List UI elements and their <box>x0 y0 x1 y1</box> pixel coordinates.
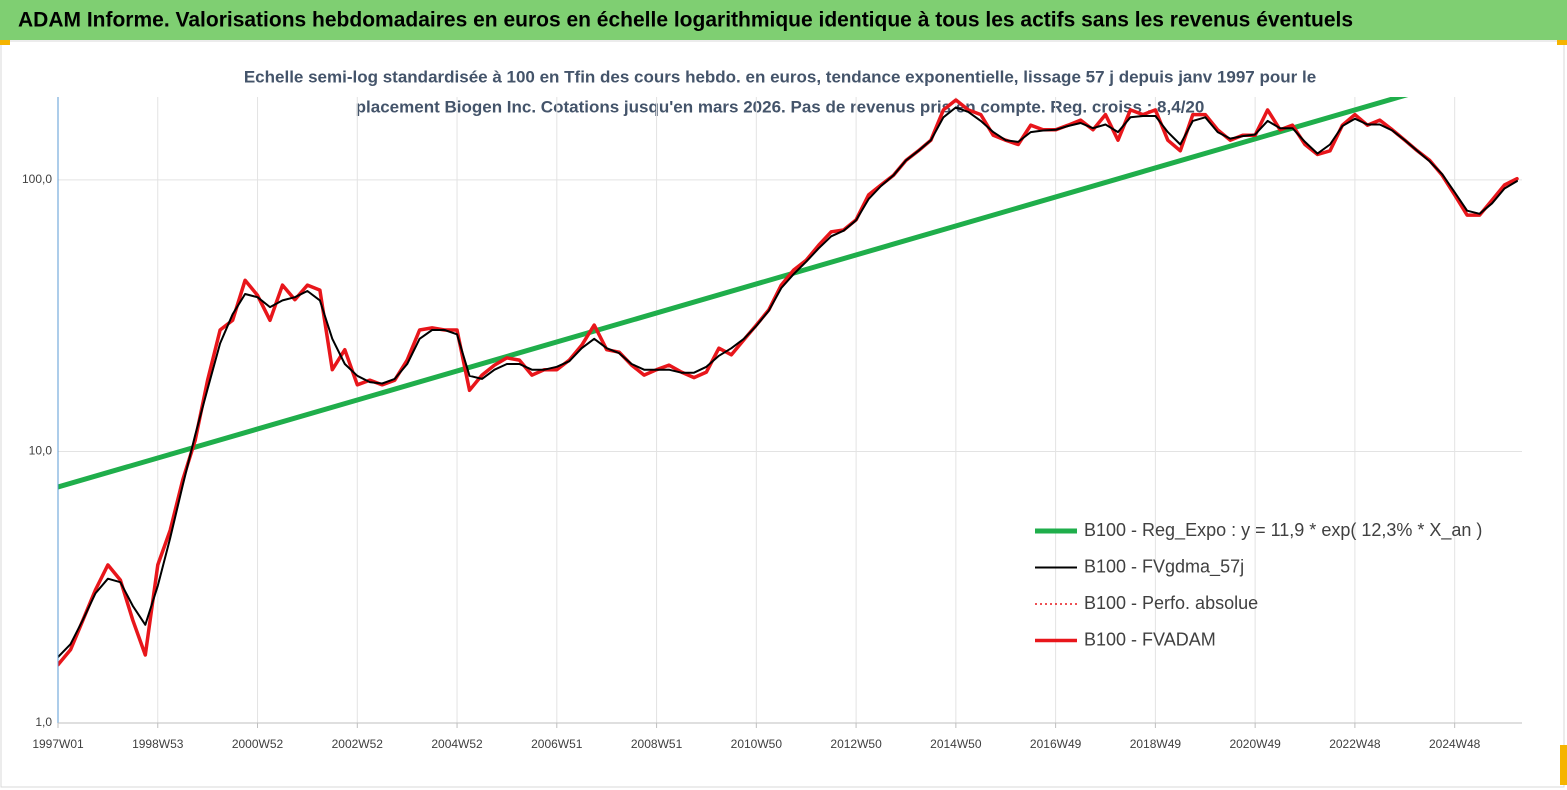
axes: 1,0 10,0 100,0 1997W01 1998W53 2000W52 2002W52… <box>22 97 1522 751</box>
corner-mark <box>1560 745 1567 785</box>
legend-label: B100 - FVADAM <box>1084 629 1216 649</box>
x-tick-label: 2018W49 <box>1130 737 1182 751</box>
x-tick-label: 2002W52 <box>332 737 384 751</box>
y-tick-label: 10,0 <box>29 444 53 458</box>
series-line <box>58 98 1519 667</box>
chart-title: ADAM Informe. Valorisations hebdomadaire… <box>18 9 1353 32</box>
legend-label: B100 - Reg_Expo : y = 11,9 * exp( 12,3% … <box>1084 520 1482 541</box>
title-bar <box>0 0 1567 40</box>
y-tick-label: 100,0 <box>22 172 52 186</box>
x-tick-label: 1998W53 <box>132 737 184 751</box>
x-tick-label: 2008W51 <box>631 737 683 751</box>
corner-mark <box>0 40 10 45</box>
x-tick-label: 2020W49 <box>1229 737 1281 751</box>
x-tick-label: 2016W49 <box>1030 737 1082 751</box>
y-tick-label: 1,0 <box>35 715 52 729</box>
x-tick-label: 2012W50 <box>830 737 882 751</box>
legend-label: B100 - FVgdma_57j <box>1084 556 1244 577</box>
x-tick-label: 2004W52 <box>431 737 483 751</box>
x-tick-label: 2000W52 <box>232 737 284 751</box>
x-tick-label: 2014W50 <box>930 737 982 751</box>
chart-frame <box>0 40 1565 788</box>
series-line <box>58 106 1518 658</box>
x-tick-label: 2024W48 <box>1429 737 1481 751</box>
chart-subtitle: Echelle semi-log standardisée à 100 en T… <box>244 67 1316 86</box>
legend: B100 - Reg_Expo : y = 11,9 * exp( 12,3% … <box>1035 520 1482 649</box>
x-tick-label: 2010W50 <box>731 737 783 751</box>
legend-label: B100 - Perfo. absolue <box>1084 593 1258 613</box>
x-tick-label: 2022W48 <box>1329 737 1381 751</box>
x-tick-label: 2006W51 <box>531 737 583 751</box>
corner-mark <box>1557 40 1567 45</box>
x-tick-label: 1997W01 <box>32 737 84 751</box>
chart-subtitle: placement Biogen Inc. Cotations jusqu'en… <box>356 97 1205 116</box>
plot-area <box>58 97 1519 667</box>
